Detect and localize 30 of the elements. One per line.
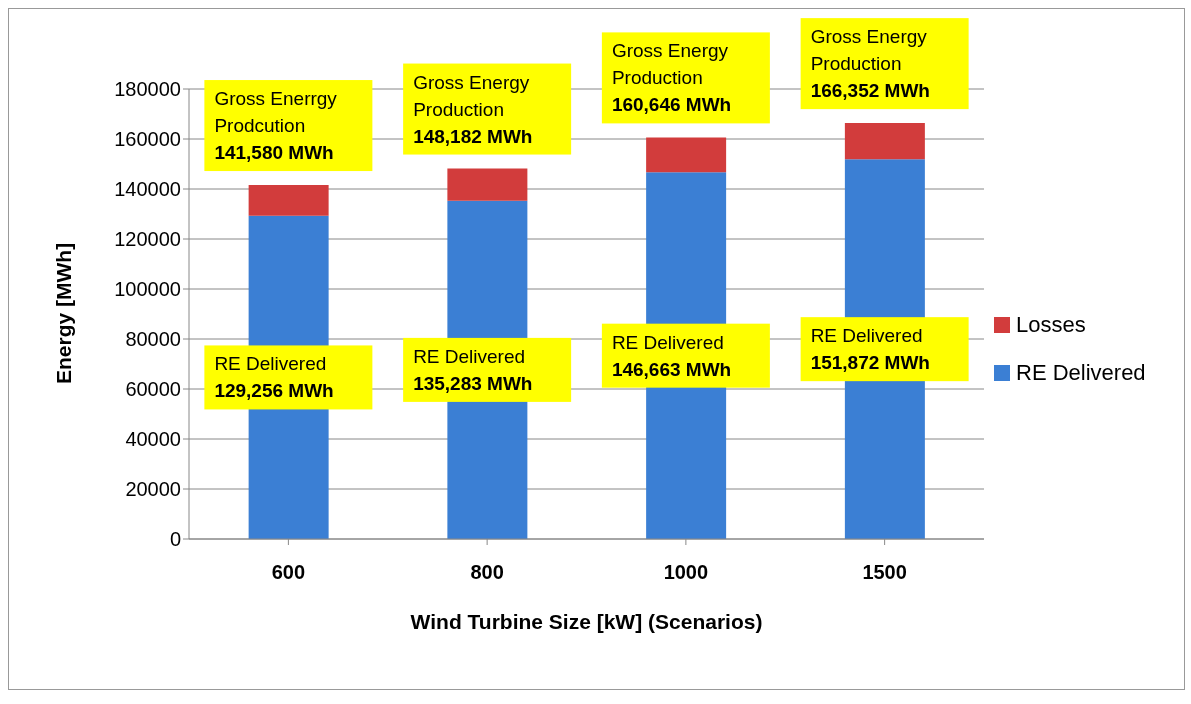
- annotation: RE Delivered 151,872 MWh: [810, 325, 930, 374]
- annotation: Gross Energy Production 160,646 MWh: [611, 40, 732, 116]
- y-tick-label: 40000: [125, 428, 181, 451]
- y-tick-label: 20000: [125, 478, 181, 501]
- y-tick-label: 0: [169, 528, 181, 551]
- annotation: RE Delivered 129,256 MWh: [214, 353, 334, 402]
- x-tick-label: 800: [470, 561, 504, 584]
- x-tick-label: 1000: [663, 561, 709, 584]
- x-axis-title: Wind Turbine Size [kW] (Scenarios): [410, 610, 763, 633]
- x-tick-label: 600: [271, 561, 306, 584]
- annotation: Gross Energy Production 148,182 MWh: [413, 71, 533, 147]
- y-tick-label: 80000: [125, 328, 181, 351]
- x-tick-label: 1500: [862, 561, 907, 584]
- y-tick-label: 120000: [114, 228, 181, 251]
- annotation: Gross Energy Production 166,352 MWh: [810, 26, 930, 102]
- bar: [646, 137, 727, 173]
- annotation: Gross Enerrgy Prodcution 141,580 MWh: [214, 88, 338, 164]
- bar: [844, 123, 925, 160]
- y-tick-label: 60000: [125, 378, 181, 401]
- y-axis-title: Energy [MWh]: [52, 242, 76, 384]
- bar: [447, 168, 528, 201]
- annotation: RE Delivered 146,663 MWh: [611, 331, 732, 380]
- annotation: RE Delivered 135,283 MWh: [413, 345, 533, 394]
- y-tick-label: 160000: [114, 128, 181, 151]
- y-tick-label: 180000: [114, 78, 181, 101]
- legend-label: RE Delivered: [1016, 360, 1146, 386]
- y-tick-label: 140000: [114, 178, 181, 201]
- bar: [248, 185, 329, 216]
- legend-label: Losses: [1016, 312, 1086, 338]
- y-tick-label: 100000: [114, 278, 181, 301]
